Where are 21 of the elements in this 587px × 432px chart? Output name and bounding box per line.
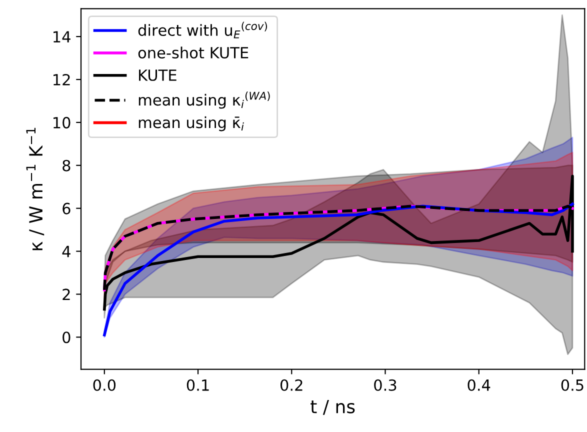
x-axis-title: t / ns [310,400,355,415]
y-tick-label: 12 [54,74,70,86]
x-tick-label: 0.3 [374,379,396,391]
y-tick-label: 0 [62,332,70,344]
legend-label: mean using κ$_{i}$$^{(WA)}$ [138,92,270,109]
legend-label: one-shot KUTE [138,46,248,59]
y-tick-label: 2 [62,288,70,300]
y-tick-label: 4 [62,246,70,258]
x-tick-label: 0.1 [186,379,209,391]
y-tick-label: 10 [54,116,70,128]
y-tick-label: 14 [54,31,70,42]
y-tick-label: 8 [62,160,70,172]
x-tick-label: 0.5 [561,379,584,391]
y-axis-title: κ / W m$^{−1}$ K$^{−1}$ [26,128,44,250]
legend-label: direct with u$_{E}$$^{(cov)}$ [138,22,267,38]
legend-label: KUTE [139,70,176,81]
y-tick-label: 6 [62,202,70,214]
x-tick-label: 0.0 [93,379,116,391]
legend-label: mean using κ̄$_{i}$ [138,116,244,132]
x-tick-label: 0.4 [468,379,490,391]
x-tick-label: 0.2 [280,379,302,391]
